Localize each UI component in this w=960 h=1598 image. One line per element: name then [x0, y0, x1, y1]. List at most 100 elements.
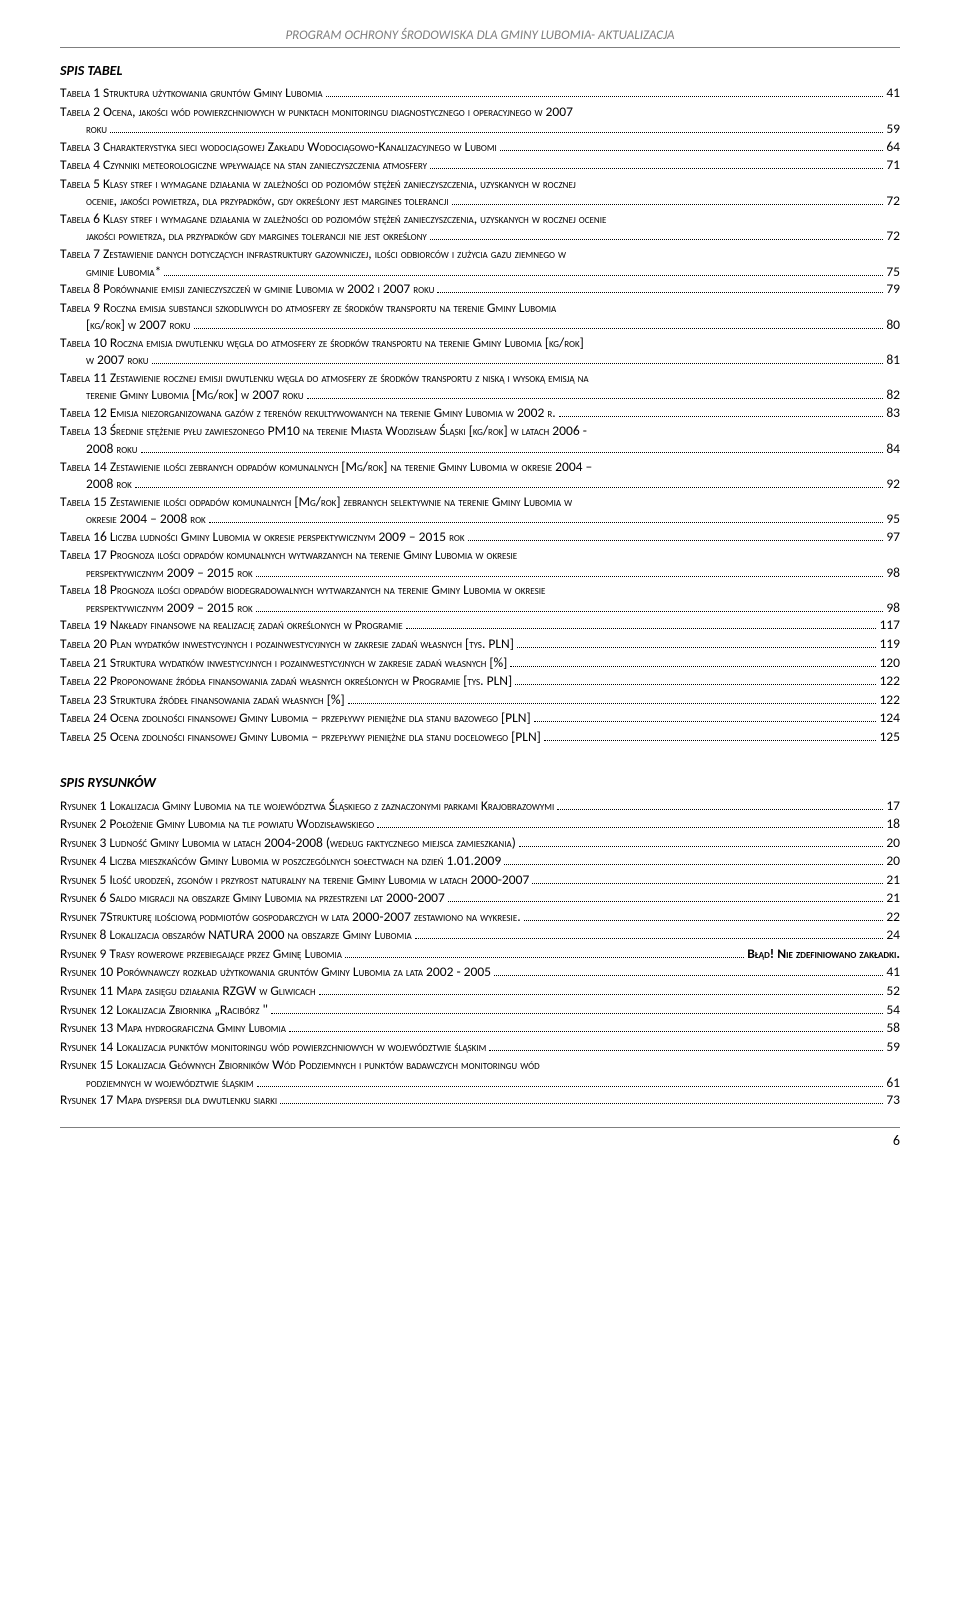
table-toc-entry-page: 122 — [879, 691, 900, 709]
figure-toc-entry: Rysunek 13 Mapa hydrograficzna Gminy Lub… — [60, 1019, 900, 1037]
figure-toc-entry-page: 52 — [886, 982, 900, 1000]
table-toc-entry-label: Tabela 22 Proponowane źródła finansowani… — [60, 672, 512, 690]
table-toc-entry-page: 92 — [886, 475, 900, 493]
table-toc-entry-page: 83 — [886, 404, 900, 422]
table-toc-entry-cont: 2008 rok — [60, 475, 132, 493]
toc-dots — [557, 809, 883, 810]
table-toc-entry-page: 119 — [879, 635, 900, 653]
figure-toc-entry-page: 41 — [886, 963, 900, 981]
figure-toc-entry-label: Rysunek 14 Lokalizacja punktów monitorin… — [60, 1038, 486, 1056]
figure-toc-entry-label: Rysunek 8 Lokalizacja obszarów NATURA 20… — [60, 926, 412, 944]
figure-toc-entry: Rysunek 15 Lokalizacja Głównych Zbiornik… — [60, 1056, 900, 1091]
table-toc-entry: Tabela 15 Zestawienie ilości odpadów kom… — [60, 493, 900, 528]
toc-dots — [524, 920, 884, 921]
table-toc-entry: Tabela 11 Zestawienie rocznej emisji dwu… — [60, 369, 900, 404]
toc-dots — [517, 647, 877, 648]
table-toc-entry-line1: Tabela 17 Prognoza ilości odpadów komuna… — [60, 546, 900, 564]
table-toc-entry-line1: Tabela 5 Klasy stref i wymagane działani… — [60, 175, 900, 193]
table-toc-entry-label: Tabela 4 Czynniki meteorologiczne wpływa… — [60, 156, 427, 174]
figures-toc-list: Rysunek 1 Lokalizacja Gminy Lubomia na t… — [60, 797, 900, 1109]
table-toc-entry-page: 82 — [886, 386, 900, 404]
table-toc-entry: Tabela 7 Zestawienie danych dotyczących … — [60, 245, 900, 280]
toc-dots — [510, 666, 876, 667]
figure-toc-entry-page: 20 — [886, 834, 900, 852]
toc-dots — [534, 721, 877, 722]
table-toc-entry: Tabela 3 Charakterystyka sieci wodociągo… — [60, 138, 900, 156]
table-toc-entry-cont: jakości powietrza, dla przypadków gdy ma… — [60, 227, 427, 245]
figure-toc-entry-label: Rysunek 9 Trasy rowerowe przebiegające p… — [60, 945, 342, 963]
toc-dots — [141, 452, 884, 453]
figure-toc-entry: Rysunek 14 Lokalizacja punktów monitorin… — [60, 1038, 900, 1056]
toc-dots — [345, 957, 744, 958]
table-toc-entry: Tabela 17 Prognoza ilości odpadów komuna… — [60, 546, 900, 581]
table-toc-entry-page: 98 — [886, 564, 900, 582]
table-toc-entry: Tabela 23 Struktura źródeł finansowania … — [60, 691, 900, 709]
figure-toc-entry-page: 73 — [886, 1091, 900, 1109]
header-title: PROGRAM OCHRONY ŚRODOWISKA DLA GMINY LUB… — [60, 28, 900, 45]
figure-toc-entry: Rysunek 6 Saldo migracji na obszarze Gmi… — [60, 889, 900, 907]
figure-toc-entry-label: Rysunek 3 Ludność Gminy Lubomia w latach… — [60, 834, 516, 852]
table-toc-entry-line1: Tabela 7 Zestawienie danych dotyczących … — [60, 245, 900, 263]
toc-dots — [559, 416, 884, 417]
toc-dots — [377, 827, 883, 828]
figure-toc-entry: Rysunek 17 Mapa dyspersji dla dwutlenku … — [60, 1091, 900, 1109]
table-toc-entry-label: Tabela 25 Ocena zdolności finansowej Gmi… — [60, 728, 541, 746]
toc-dots — [500, 150, 884, 151]
toc-dots — [448, 901, 883, 902]
figure-toc-entry-page: 22 — [886, 908, 900, 926]
table-toc-entry-page: 117 — [879, 616, 900, 634]
figure-toc-entry: Rysunek 5 Ilość urodzeń, zgonów i przyro… — [60, 871, 900, 889]
table-toc-entry-line1: Tabela 18 Prognoza ilości odpadów biodeg… — [60, 581, 900, 599]
toc-dots — [152, 363, 884, 364]
page-number: 6 — [60, 1132, 900, 1150]
table-toc-entry: Tabela 6 Klasy stref i wymagane działani… — [60, 210, 900, 245]
table-toc-entry-page: 124 — [879, 709, 900, 727]
figure-toc-entry-page: 59 — [886, 1038, 900, 1056]
figure-toc-entry-page: 24 — [886, 926, 900, 944]
table-toc-entry-page: 72 — [886, 192, 900, 210]
table-toc-entry-cont: perspektywicznym 2009 – 2015 rok — [60, 564, 253, 582]
table-toc-entry: Tabela 22 Proponowane źródła finansowani… — [60, 672, 900, 690]
table-toc-entry: Tabela 5 Klasy stref i wymagane działani… — [60, 175, 900, 210]
figure-toc-entry-cont: podziemnych w województwie śląskim — [60, 1074, 254, 1092]
table-toc-entry-page: 97 — [886, 528, 900, 546]
figure-toc-entry-page: 21 — [886, 889, 900, 907]
toc-dots — [468, 540, 884, 541]
table-toc-entry-line1: Tabela 10 Roczna emisja dwutlenku węgla … — [60, 334, 900, 352]
figure-toc-entry-page: 17 — [886, 797, 900, 815]
figure-toc-entry: Rysunek 9 Trasy rowerowe przebiegające p… — [60, 945, 900, 963]
toc-dots — [135, 487, 883, 488]
toc-dots — [256, 611, 884, 612]
table-toc-entry: Tabela 19 Nakłady finansowe na realizacj… — [60, 616, 900, 634]
table-toc-entry: Tabela 21 Struktura wydatków inwestycyjn… — [60, 654, 900, 672]
table-toc-entry-page: 98 — [886, 599, 900, 617]
table-toc-entry-line1: Tabela 15 Zestawienie ilości odpadów kom… — [60, 493, 900, 511]
figure-toc-entry: Rysunek 7Strukturę ilościową podmiotów g… — [60, 908, 900, 926]
table-toc-entry-cont: 2008 roku — [60, 440, 138, 458]
figure-toc-entry-label: Rysunek 1 Lokalizacja Gminy Lubomia na t… — [60, 797, 554, 815]
figure-toc-entry-label: Rysunek 10 Porównawczy rozkład użytkowan… — [60, 963, 491, 981]
figure-toc-entry-label: Rysunek 4 Liczba mieszkańców Gminy Lubom… — [60, 852, 501, 870]
figure-toc-entry-page: 61 — [886, 1074, 900, 1092]
table-toc-entry-page: 84 — [886, 440, 900, 458]
table-toc-entry-page: 41 — [886, 84, 900, 102]
table-toc-entry-line1: Tabela 13 Średnie stężenie pyłu zawieszo… — [60, 422, 900, 440]
footer-rule — [60, 1127, 900, 1128]
toc-dots — [504, 864, 883, 865]
table-toc-entry-page: 81 — [886, 351, 900, 369]
table-toc-entry: Tabela 4 Czynniki meteorologiczne wpływa… — [60, 156, 900, 174]
toc-dots — [209, 522, 884, 523]
toc-dots — [257, 1086, 884, 1087]
table-toc-entry-label: Tabela 19 Nakłady finansowe na realizacj… — [60, 616, 403, 634]
toc-dots — [437, 292, 883, 293]
toc-dots — [348, 703, 877, 704]
table-toc-entry-line1: Tabela 11 Zestawienie rocznej emisji dwu… — [60, 369, 900, 387]
toc-dots — [194, 328, 884, 329]
toc-dots — [532, 883, 883, 884]
table-toc-entry-page: 80 — [886, 316, 900, 334]
toc-dots — [110, 132, 883, 133]
toc-dots — [489, 1050, 883, 1051]
toc-dots — [326, 96, 884, 97]
table-toc-entry: Tabela 14 Zestawienie ilości zebranych o… — [60, 458, 900, 493]
table-toc-entry-line1: Tabela 14 Zestawienie ilości zebranych o… — [60, 458, 900, 476]
